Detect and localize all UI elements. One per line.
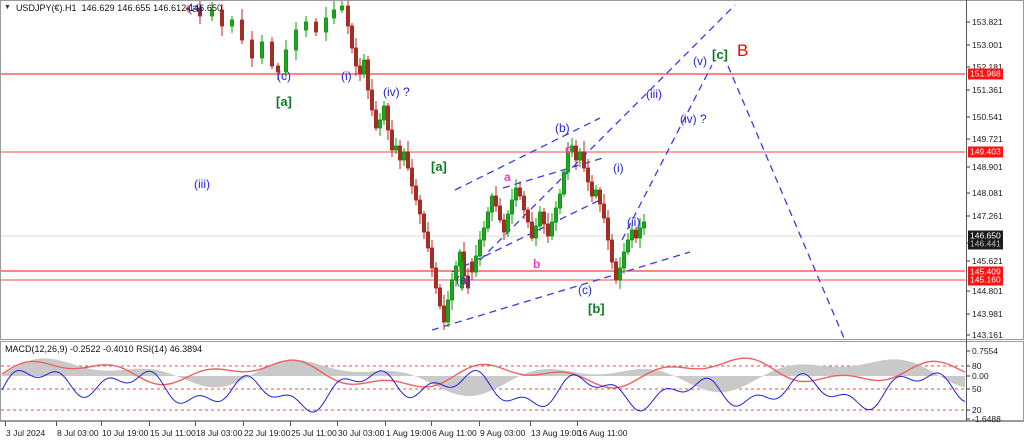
- wave-label-iii[interactable]: (iii): [194, 177, 210, 191]
- price-tick-label: 149.721: [967, 134, 1003, 144]
- symbol-label: USDJPY(€).H1: [15, 2, 77, 13]
- price-marker-label[interactable]: 146.441: [968, 238, 1003, 250]
- wave-label-i[interactable]: (i): [341, 69, 352, 83]
- indicator-drawings: [1, 357, 965, 413]
- time-tick-label: 18 Jul 03:00: [195, 421, 242, 438]
- horizontal-level-lines: [1, 73, 965, 281]
- time-tick-label: 22 Jul 19:00: [243, 421, 290, 438]
- price-tick-label: 151.361: [967, 85, 1003, 95]
- price-tick-label: 145.621: [967, 256, 1003, 266]
- price-marker-label[interactable]: 146.650: [968, 230, 1003, 242]
- time-tick-label: 9 Aug 03:00: [479, 421, 525, 438]
- indicator-tick-label: 50: [967, 384, 981, 394]
- time-tick-label: 16 Aug 11:00: [577, 421, 627, 438]
- symbol-legend[interactable]: ▼ USDJPY(€).H1 146.629 146.655 146.612 1…: [4, 1, 222, 14]
- macd-histogram: [2, 358, 965, 396]
- price-marker-label[interactable]: 151.968: [968, 68, 1003, 80]
- ohlc-values: 146.629 146.655 146.612 146.650: [81, 2, 223, 13]
- indicator-tick-label: 0.00: [967, 371, 989, 381]
- time-tick-label: 30 Jul 03:00: [337, 421, 384, 438]
- time-axis[interactable]: 3 Jul 2024 8 Jul 03:00 10 Jul 19:00 15 Jul …: [0, 421, 1024, 441]
- wave-label-iii[interactable]: (iii): [646, 87, 662, 101]
- time-tick-label: 3 Jul 2024: [5, 421, 45, 438]
- trendline-ii-iv[interactable]: [621, 64, 713, 241]
- wave-label-a[interactable]: (a): [456, 273, 471, 287]
- indicator-tick-label: -1.6488: [967, 414, 1001, 424]
- wave-label-b[interactable]: B: [737, 41, 749, 60]
- price-tick-label: 147.261: [967, 211, 1003, 221]
- time-tick-label: 25 Jul 11:00: [290, 421, 337, 438]
- wave-label-a[interactable]: a: [504, 170, 511, 184]
- wave-label-c[interactable]: (c): [578, 283, 592, 297]
- price-tick-label: 152.181: [967, 62, 1003, 72]
- time-tick-label: 13 Aug 19:00: [530, 421, 581, 438]
- indicator-tick-label: 0.7554: [967, 346, 998, 356]
- macd-signal-line: [1, 357, 965, 389]
- wave-label-iv[interactable]: (iv) ?: [383, 85, 410, 99]
- price-marker-label[interactable]: 145.409: [968, 266, 1003, 278]
- trendline-upper-channel[interactable]: [454, 117, 601, 191]
- time-tick-label: 15 Jul 11:00: [149, 421, 196, 438]
- wave-label-b[interactable]: [b]: [588, 301, 605, 316]
- candlestick-series[interactable]: [185, 0, 647, 330]
- wave-label-a[interactable]: [a]: [431, 159, 447, 174]
- wave-label-iv[interactable]: (iv) ?: [680, 112, 707, 126]
- trendline-c-projection[interactable]: [727, 65, 847, 345]
- price-tick-label: 153.821: [967, 17, 1003, 27]
- price-marker-label[interactable]: 145.160: [968, 274, 1003, 286]
- wave-label-v[interactable]: (v): [693, 54, 707, 68]
- time-tick-label: 8 Jul 03:00: [56, 421, 99, 438]
- price-tick-label: 148.901: [967, 162, 1003, 172]
- wave-label-b[interactable]: b: [533, 257, 541, 271]
- indicator-tick-label: 80: [967, 361, 981, 371]
- indicator-legend: MACD(12,26,9) -0.2522 -0.4010 RSI(14) 46…: [5, 344, 203, 354]
- indicator-tick-label: 20: [967, 405, 981, 415]
- time-tick-label: 1 Aug 19:00: [385, 421, 431, 438]
- wave-label-b[interactable]: (b): [555, 121, 570, 135]
- wave-label-ii[interactable]: (ii): [627, 215, 641, 229]
- time-tick-label: 6 Aug 11:00: [431, 421, 477, 438]
- price-tick-label: 143.981: [967, 309, 1003, 319]
- trendline-group: [431, 4, 847, 345]
- trendline-impulse-projection[interactable]: [479, 4, 736, 261]
- collapse-caret-icon[interactable]: ▼: [4, 4, 11, 11]
- price-marker-label[interactable]: 149.403: [968, 146, 1003, 158]
- price-axis-divider: [966, 0, 967, 421]
- wave-label-c[interactable]: (c): [277, 69, 291, 83]
- wave-label-c[interactable]: c: [565, 142, 572, 156]
- price-tick-label: 144.801: [967, 286, 1003, 296]
- rsi-line: [1, 369, 965, 413]
- price-tick-label: 148.081: [967, 188, 1003, 198]
- trendline-ac-support[interactable]: [431, 251, 691, 331]
- price-tick-label: 150.541: [967, 112, 1003, 122]
- wave-label-a[interactable]: (a): [188, 1, 203, 15]
- price-tick-label: 143.161: [967, 330, 1003, 340]
- price-tick-label: 153.001: [967, 40, 1003, 50]
- wave-label-i[interactable]: (i): [613, 161, 624, 175]
- wave-label-c[interactable]: [c]: [712, 47, 728, 62]
- time-tick-label: 10 Jul 19:00: [101, 421, 148, 438]
- wave-label-a[interactable]: [a]: [276, 94, 292, 109]
